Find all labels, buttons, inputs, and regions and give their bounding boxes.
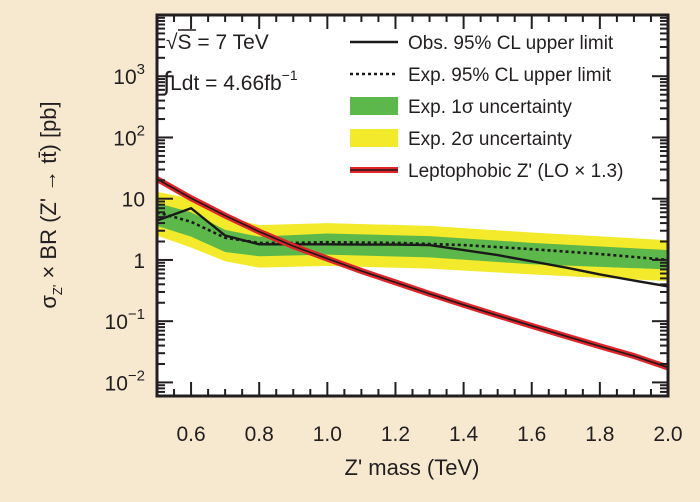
x-tick-label: 1.8 <box>585 423 614 446</box>
uncertainty-bands <box>157 191 668 282</box>
y-tick-label: 10−2 <box>105 367 145 395</box>
y-tick-label: 102 <box>113 122 145 150</box>
legend-entry-sig2: Exp. 2σ uncertainty <box>408 129 572 150</box>
legend: Obs. 95% CL upper limit Exp. 95% CL upper… <box>350 33 623 182</box>
expected-limit-line <box>157 211 668 262</box>
limit-curves <box>157 176 668 371</box>
legend-entry-sig1: Exp. 1σ uncertainty <box>408 97 572 118</box>
y-tick-label: 1 <box>133 250 145 273</box>
x-tick-label: 1.6 <box>517 423 546 446</box>
x-tick-label: 2.0 <box>653 423 682 446</box>
legend-entry-theory: Leptophobic Z' (LO × 1.3) <box>408 161 623 182</box>
x-axis-label: Z' mass (TeV) <box>345 455 480 480</box>
theory-curve-inner <box>157 178 668 369</box>
luminosity-annotation: ∫Ldt = 4.66fb−1 <box>161 66 298 96</box>
x-tick-label: 1.2 <box>381 423 410 446</box>
plot-area <box>157 15 668 396</box>
band-1sigma <box>157 203 668 270</box>
y-tick-label: 10 <box>122 189 145 212</box>
y-tick-label: 10−1 <box>105 306 145 334</box>
legend-swatch-2sigma <box>350 129 398 147</box>
x-tick-label: 0.6 <box>176 423 205 446</box>
legend-entry-obs: Obs. 95% CL upper limit <box>408 33 614 54</box>
energy-annotation: √S = 7 TeV <box>166 31 269 54</box>
legend-swatch-1sigma <box>350 97 398 115</box>
x-tick-label: 1.4 <box>449 423 479 446</box>
plot-annotations: √S = 7 TeV ∫Ldt = 4.66fb−1 <box>161 29 298 96</box>
axis-tick-labels: 0.6 0.8 1.0 1.2 1.4 1.6 1.8 2.0 10−2 10−1 1 10 102 10… <box>105 61 683 446</box>
x-tick-label: 0.8 <box>245 423 274 446</box>
observed-limit-line <box>157 206 668 288</box>
y-tick-label: 103 <box>113 61 145 89</box>
legend-entry-exp: Exp. 95% CL upper limit <box>408 65 612 86</box>
axis-ticks <box>156 15 669 397</box>
x-tick-label: 1.0 <box>313 423 342 446</box>
y-axis-label: σZ' × BR (Z' → tt̄) [pb] <box>36 101 65 308</box>
